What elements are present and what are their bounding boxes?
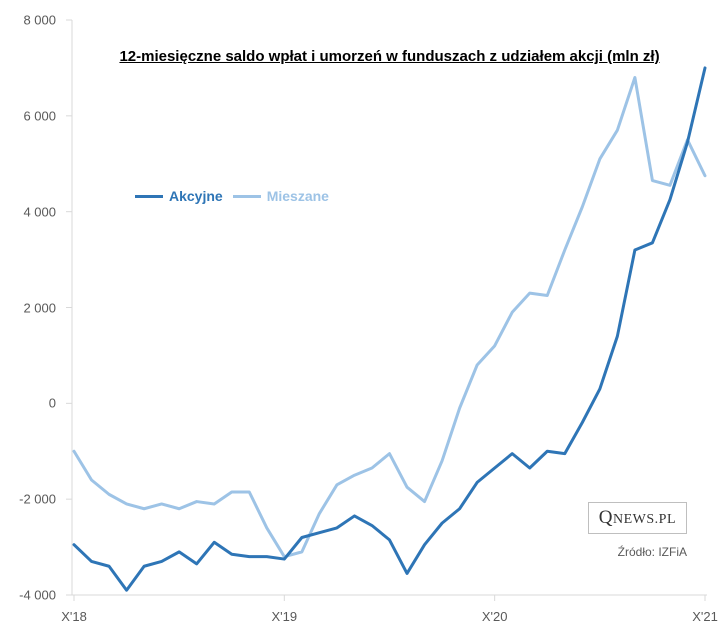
series-line-mieszane [74,78,705,557]
y-tick-label: 2 000 [23,300,56,315]
legend-label-mieszane: Mieszane [267,188,329,204]
x-axis-labels: X'18X'19X'20X'21 [72,604,707,634]
y-tick-label: 8 000 [23,13,56,28]
x-tick-label: X'21 [692,609,718,624]
brand-watermark: QNEWS.PL [588,502,687,534]
y-axis-labels: -4 000 -2 000 0 2 000 4 000 6 000 8 000 [0,0,64,634]
x-tick-label: X'19 [272,609,298,624]
legend-item-mieszane: Mieszane [233,188,329,204]
legend-swatch-akcyjne [135,195,163,198]
x-tick-label: X'20 [482,609,508,624]
brand-q: Q [599,507,613,528]
legend-swatch-mieszane [233,195,261,198]
y-tick-label: -4 000 [19,588,56,603]
y-tick-label: 4 000 [23,204,56,219]
chart-title: 12-miesięczne saldo wpłat i umorzeń w fu… [72,46,707,67]
y-tick-label: 6 000 [23,108,56,123]
legend-label-akcyjne: Akcyjne [169,188,223,204]
y-tick-label: -2 000 [19,492,56,507]
legend-item-akcyjne: Akcyjne [135,188,223,204]
brand-rest: NEWS.PL [613,512,676,527]
x-tick-label: X'18 [61,609,87,624]
y-tick-label: 0 [49,396,56,411]
chart-container: -4 000 -2 000 0 2 000 4 000 6 000 8 000 X'18 X'… [0,0,727,634]
source-label: Źródło: IZFiA [618,545,687,559]
legend: Akcyjne Mieszane [135,188,329,204]
